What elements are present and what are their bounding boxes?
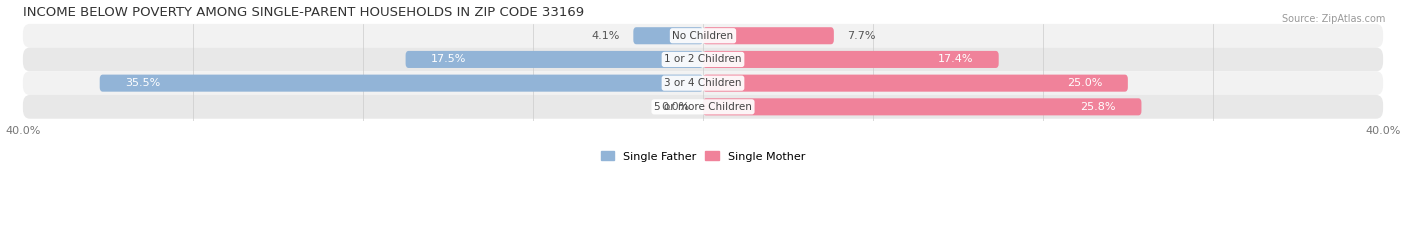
FancyBboxPatch shape	[22, 95, 1384, 119]
Legend: Single Father, Single Mother: Single Father, Single Mother	[596, 147, 810, 166]
FancyBboxPatch shape	[405, 51, 703, 68]
FancyBboxPatch shape	[22, 24, 1384, 48]
Text: 7.7%: 7.7%	[848, 31, 876, 41]
Text: INCOME BELOW POVERTY AMONG SINGLE-PARENT HOUSEHOLDS IN ZIP CODE 33169: INCOME BELOW POVERTY AMONG SINGLE-PARENT…	[24, 6, 585, 19]
Text: 17.5%: 17.5%	[432, 55, 467, 65]
Text: 25.8%: 25.8%	[1080, 102, 1116, 112]
FancyBboxPatch shape	[703, 75, 1128, 92]
Text: 0.0%: 0.0%	[661, 102, 689, 112]
Text: No Children: No Children	[672, 31, 734, 41]
FancyBboxPatch shape	[22, 48, 1384, 71]
Text: 5 or more Children: 5 or more Children	[654, 102, 752, 112]
FancyBboxPatch shape	[100, 75, 703, 92]
Text: Source: ZipAtlas.com: Source: ZipAtlas.com	[1281, 14, 1385, 24]
FancyBboxPatch shape	[703, 98, 1142, 115]
Text: 3 or 4 Children: 3 or 4 Children	[664, 78, 742, 88]
Text: 4.1%: 4.1%	[592, 31, 620, 41]
Text: 25.0%: 25.0%	[1067, 78, 1102, 88]
Text: 35.5%: 35.5%	[125, 78, 160, 88]
FancyBboxPatch shape	[703, 51, 998, 68]
Text: 17.4%: 17.4%	[938, 55, 973, 65]
FancyBboxPatch shape	[703, 27, 834, 44]
FancyBboxPatch shape	[22, 71, 1384, 95]
Text: 1 or 2 Children: 1 or 2 Children	[664, 55, 742, 65]
FancyBboxPatch shape	[633, 27, 703, 44]
